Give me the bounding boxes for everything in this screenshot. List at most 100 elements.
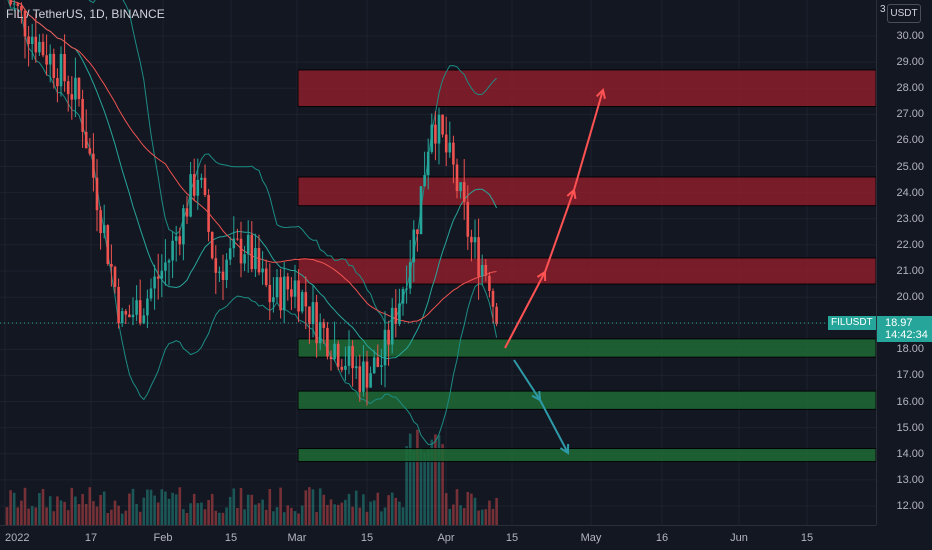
candle-body bbox=[9, 0, 12, 5]
candle-body bbox=[200, 177, 203, 180]
candle-body bbox=[124, 311, 128, 315]
volume-bar bbox=[12, 492, 16, 525]
volume-bar bbox=[156, 502, 160, 525]
volume-bar bbox=[286, 505, 290, 525]
volume-bar bbox=[95, 506, 99, 525]
candle-body bbox=[488, 275, 491, 291]
price-tick: 21.00 bbox=[896, 264, 924, 277]
candle-body bbox=[297, 280, 300, 312]
candle-body bbox=[66, 81, 70, 95]
volume-bar bbox=[390, 492, 394, 525]
candle-body bbox=[160, 270, 164, 279]
lower-band bbox=[7, 0, 498, 446]
candle-body bbox=[196, 179, 200, 196]
volume-bar bbox=[462, 508, 466, 525]
price-chart[interactable] bbox=[0, 0, 876, 525]
candle-body bbox=[419, 186, 423, 235]
volume-bar bbox=[261, 499, 264, 525]
candle-body bbox=[261, 268, 264, 273]
volume-bar bbox=[77, 504, 81, 525]
volume-bar bbox=[394, 497, 398, 525]
volume-bar bbox=[452, 504, 455, 525]
volume-bar bbox=[185, 513, 189, 525]
price-tick: 26.00 bbox=[896, 134, 924, 147]
volume-bar bbox=[477, 510, 480, 525]
currency-badge[interactable]: USDT bbox=[887, 4, 921, 23]
price-tick: 22.00 bbox=[896, 238, 924, 251]
candle-body bbox=[70, 94, 74, 100]
volume-bar bbox=[23, 487, 27, 525]
time-tick: Feb bbox=[153, 532, 173, 544]
price-tick: 12.00 bbox=[896, 499, 924, 512]
price-axis[interactable]: 30.00 29.00 28.00 27.00 26.00 25.00 24.00 23.00… bbox=[876, 0, 932, 525]
volume-bar bbox=[214, 510, 218, 525]
volume-bar bbox=[304, 490, 308, 525]
volume-bar bbox=[203, 509, 207, 525]
candle-body bbox=[146, 298, 149, 316]
candle-body bbox=[203, 177, 207, 195]
candle-body bbox=[365, 361, 369, 388]
price-tick: 14.00 bbox=[896, 447, 924, 460]
candle-body bbox=[282, 276, 286, 311]
volume-bar bbox=[210, 493, 214, 525]
candle-body bbox=[214, 258, 218, 273]
candle-body bbox=[268, 285, 272, 303]
candle-body bbox=[452, 142, 455, 165]
candle-body bbox=[20, 5, 23, 11]
candle-body bbox=[279, 277, 282, 311]
candle-body bbox=[192, 174, 196, 196]
price-tick: 17.00 bbox=[896, 369, 924, 382]
volume-bar bbox=[495, 497, 498, 525]
time-axis[interactable]: 2022 17 Feb 15 Mar 15 Apr 15 May 16 Jun 15 bbox=[0, 525, 876, 550]
volume-bar bbox=[297, 513, 300, 525]
candle-body bbox=[84, 131, 88, 149]
candle-body bbox=[77, 77, 81, 99]
sr-zones[interactable] bbox=[297, 69, 876, 463]
volume-bars bbox=[5, 429, 498, 525]
candle-body bbox=[275, 277, 279, 298]
candle-body bbox=[441, 114, 444, 135]
candle-body bbox=[354, 366, 358, 369]
volume-bar bbox=[282, 512, 286, 525]
volume-bar bbox=[92, 501, 95, 525]
resistance-zone bbox=[297, 69, 876, 107]
volume-bar bbox=[380, 511, 383, 525]
volume-bar bbox=[192, 493, 196, 525]
volume-bar bbox=[333, 504, 336, 525]
candle-body bbox=[228, 248, 232, 260]
volume-bar bbox=[66, 510, 70, 525]
bullish-arrow bbox=[504, 87, 606, 349]
candle-body bbox=[106, 225, 110, 264]
candle-body bbox=[470, 236, 473, 243]
candle-body bbox=[437, 114, 441, 144]
candle-body bbox=[38, 41, 41, 53]
candle-body bbox=[434, 124, 437, 144]
volume-bar bbox=[88, 487, 92, 525]
symbol-title[interactable]: FIL / TetherUS, 1D, BINANCE bbox=[6, 7, 165, 21]
volume-bar bbox=[200, 502, 203, 525]
time-tick: Jun bbox=[730, 532, 748, 544]
volume-bar bbox=[318, 488, 322, 525]
chart-area[interactable]: FIL / TetherUS, 1D, BINANCE FILUSDT bbox=[0, 0, 876, 525]
candle-body bbox=[286, 276, 290, 290]
projection-arrows[interactable] bbox=[504, 87, 606, 455]
candle-body bbox=[63, 53, 66, 82]
volume-bar bbox=[164, 491, 167, 525]
volume-bar bbox=[473, 497, 477, 525]
candle-body bbox=[416, 229, 419, 235]
volume-bar bbox=[459, 505, 462, 525]
bearish-arrow bbox=[513, 359, 570, 455]
volume-bar bbox=[20, 500, 23, 525]
volume-bar bbox=[120, 513, 124, 525]
volume-bar bbox=[416, 429, 419, 525]
arrow-segment bbox=[573, 89, 604, 191]
scale-number: 3 bbox=[880, 4, 886, 15]
candle-body bbox=[390, 307, 394, 345]
volume-bar bbox=[59, 500, 63, 525]
volume-bar bbox=[455, 489, 459, 525]
volume-bar bbox=[218, 512, 221, 525]
candle-body bbox=[308, 306, 311, 325]
candle-body bbox=[218, 271, 221, 273]
candle-body bbox=[232, 238, 236, 249]
candle-body bbox=[246, 234, 250, 255]
